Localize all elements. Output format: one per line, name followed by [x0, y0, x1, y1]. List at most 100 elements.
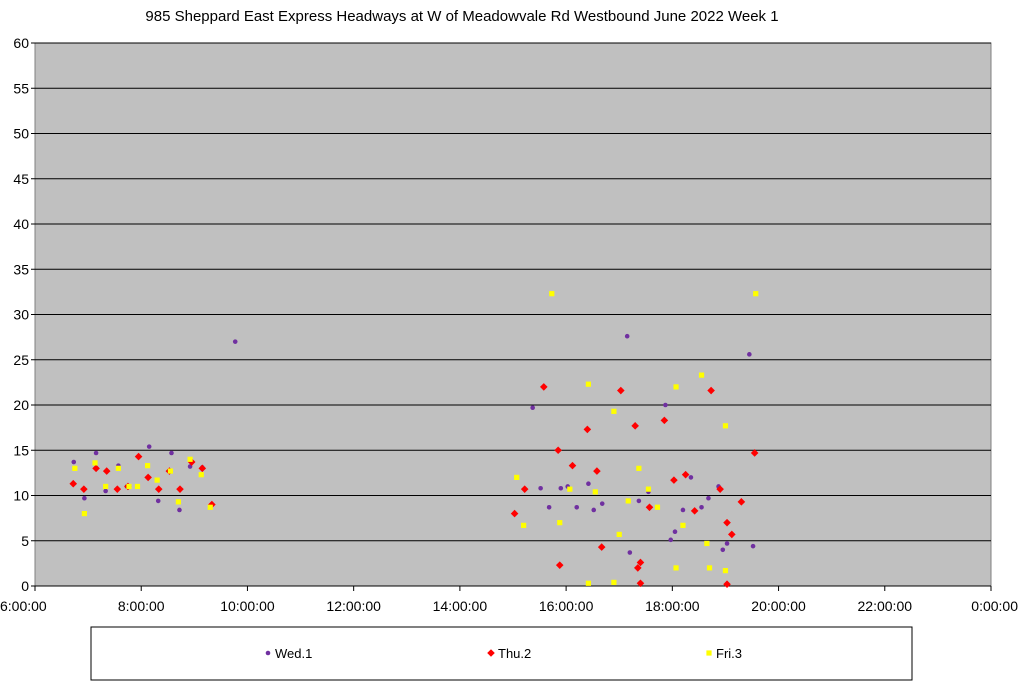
y-tick-label: 50 — [13, 126, 29, 142]
data-point — [574, 504, 580, 510]
data-point — [636, 558, 645, 567]
data-point — [663, 402, 668, 408]
data-point — [673, 565, 679, 571]
data-point — [538, 485, 543, 491]
data-point — [753, 291, 759, 297]
data-point — [92, 464, 100, 473]
y-tick-label: 0 — [21, 578, 29, 594]
legend-box — [90, 626, 913, 681]
data-point — [698, 372, 705, 378]
data-point — [126, 483, 132, 490]
data-point — [510, 509, 519, 518]
data-point — [625, 498, 631, 504]
data-point — [187, 458, 196, 466]
data-point — [586, 481, 591, 487]
y-tick-label: 15 — [13, 442, 29, 458]
data-point — [624, 333, 630, 339]
data-point — [599, 501, 605, 506]
data-point — [554, 446, 562, 455]
data-point — [723, 518, 731, 527]
data-point — [747, 352, 752, 357]
data-point — [672, 529, 678, 534]
data-point — [146, 444, 152, 449]
data-point — [722, 568, 729, 574]
data-point — [558, 485, 564, 491]
data-point — [616, 531, 622, 538]
data-point — [704, 540, 710, 547]
data-point — [716, 485, 724, 493]
data-point — [154, 485, 163, 493]
data-point — [93, 450, 99, 456]
data-point — [521, 522, 527, 528]
data-point — [169, 450, 174, 456]
legend-label: Fri.3 — [716, 646, 742, 661]
data-point — [597, 543, 606, 551]
data-point — [673, 384, 679, 390]
data-point — [546, 504, 552, 510]
data-point — [585, 580, 592, 586]
x-tick-label: 18:00:00 — [645, 598, 700, 614]
data-point — [681, 470, 690, 479]
data-point — [198, 464, 207, 473]
y-tick-label: 45 — [13, 171, 29, 187]
data-point — [593, 467, 601, 475]
data-point — [668, 537, 674, 543]
data-point — [699, 504, 704, 510]
legend-marker — [487, 649, 495, 657]
data-point — [520, 485, 529, 493]
data-points — [69, 291, 759, 588]
series-2 — [69, 383, 759, 588]
data-point — [688, 475, 694, 480]
data-point — [69, 479, 78, 488]
x-tick-label: 12:00:00 — [326, 598, 381, 614]
data-point — [113, 485, 122, 493]
data-point — [82, 495, 87, 501]
data-point — [144, 473, 152, 482]
legend-marker — [265, 650, 271, 656]
data-point — [115, 465, 121, 471]
legend-marker — [706, 650, 712, 656]
data-point — [514, 474, 520, 480]
data-point — [103, 483, 109, 490]
data-point — [722, 423, 729, 429]
data-point — [634, 564, 642, 572]
data-point — [750, 449, 759, 457]
legend-label: Wed.1 — [275, 646, 312, 661]
data-point — [660, 416, 669, 425]
data-point — [134, 452, 143, 461]
data-point — [80, 485, 88, 493]
x-tick-label: 22:00:00 — [858, 598, 913, 614]
data-point — [670, 476, 678, 484]
data-point — [617, 386, 625, 395]
data-point — [720, 547, 726, 553]
x-tick-label: 6:00:00 — [0, 598, 47, 614]
data-point — [591, 507, 597, 513]
data-point — [690, 507, 699, 515]
data-point — [154, 477, 160, 483]
data-point — [198, 472, 204, 478]
data-point — [567, 486, 573, 492]
data-point — [187, 464, 193, 469]
y-tick-label: 30 — [13, 307, 29, 323]
data-point — [680, 507, 686, 513]
data-point — [208, 500, 216, 509]
data-point — [636, 498, 642, 504]
data-point — [611, 408, 617, 414]
x-tick-label: 16:00:00 — [539, 598, 594, 614]
x-tick-label: 10:00:00 — [220, 598, 275, 614]
data-point — [540, 383, 548, 391]
x-tick-label: 0:00:00 — [971, 598, 1018, 614]
data-point — [177, 507, 182, 513]
data-point — [707, 386, 715, 395]
y-tick-label: 10 — [13, 488, 29, 504]
data-point — [207, 504, 213, 510]
data-point — [645, 486, 652, 492]
y-tick-label: 40 — [13, 216, 29, 232]
y-tick-label: 25 — [13, 352, 29, 368]
data-point — [724, 541, 730, 546]
data-point — [176, 485, 184, 493]
data-point — [706, 565, 713, 571]
series-3 — [72, 291, 759, 586]
data-point — [144, 463, 151, 469]
data-point — [155, 498, 161, 504]
